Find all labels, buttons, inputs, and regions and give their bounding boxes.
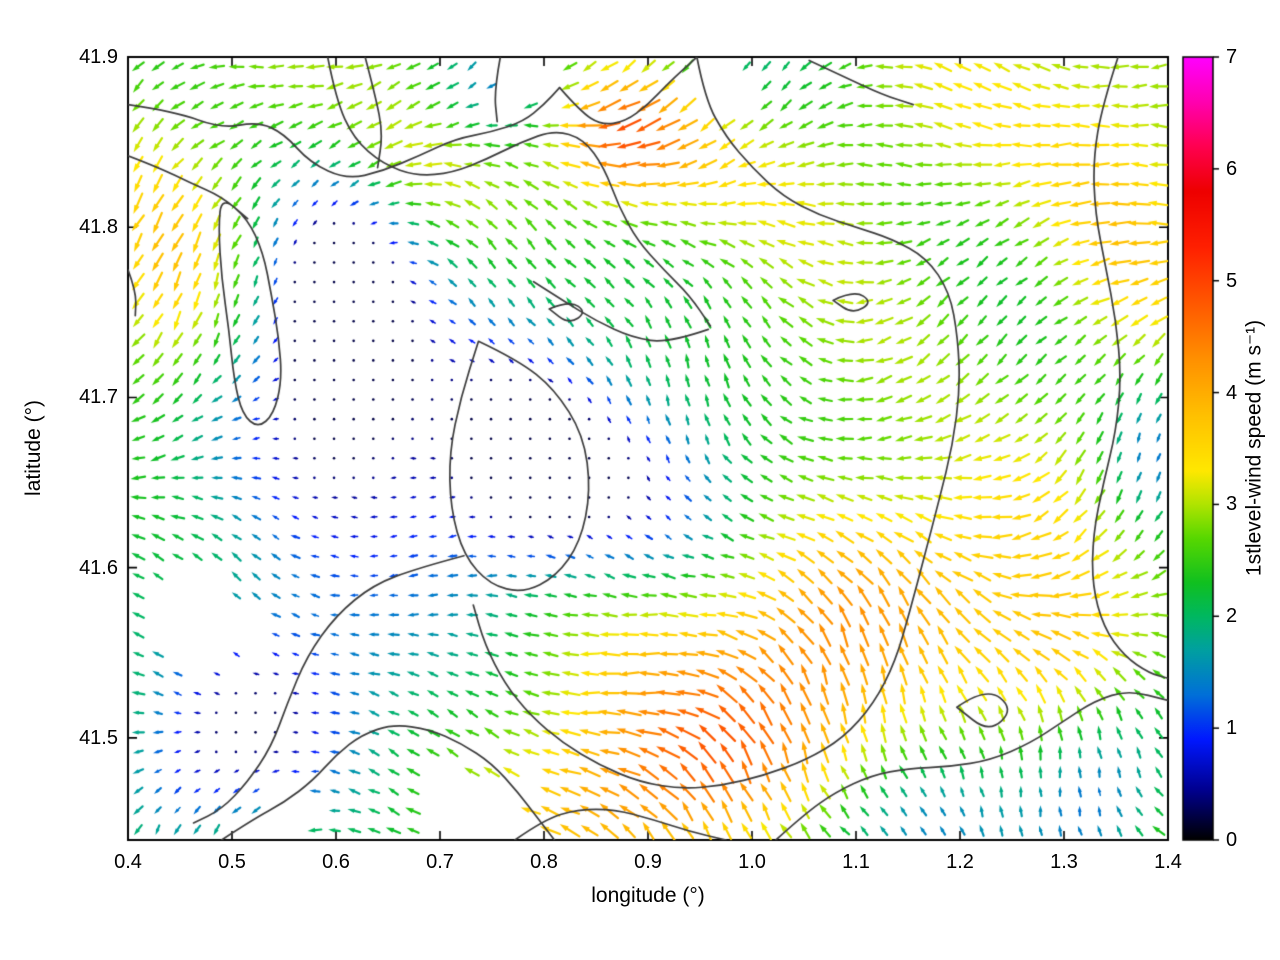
x-tick-label: 1.0 — [738, 851, 766, 873]
x-axis-label: longitude (°) — [591, 884, 705, 907]
y-tick-label: 41.5 — [79, 726, 118, 749]
x-tick-label: 0.5 — [218, 851, 246, 873]
x-tick-label: 0.7 — [426, 851, 454, 873]
x-tick-label: 1.3 — [1050, 851, 1078, 873]
x-tick-label: 1.2 — [946, 851, 974, 873]
colorbar-tick-label: 6 — [1226, 157, 1238, 180]
y-axis-label: latitude (°) — [22, 400, 45, 496]
x-tick-label: 0.4 — [114, 851, 142, 873]
colorbar-tick-label: 7 — [1226, 46, 1238, 68]
y-tick-label: 41.7 — [79, 386, 118, 409]
x-tick-label: 1.4 — [1154, 851, 1182, 873]
colorbar-tick-label: 0 — [1226, 829, 1238, 851]
x-tick-label: 0.9 — [634, 851, 662, 873]
colorbar-tick-label: 1 — [1226, 717, 1238, 740]
colorbar-tick-label: 2 — [1226, 605, 1238, 628]
y-tick-label: 41.6 — [79, 556, 118, 579]
y-tick-label: 41.9 — [79, 46, 118, 68]
y-tick-label: 41.8 — [79, 216, 118, 239]
x-tick-label: 1.1 — [842, 851, 870, 873]
x-tick-label: 0.8 — [530, 851, 558, 873]
colorbar-tick-label: 5 — [1226, 269, 1238, 292]
colorbar-label: 1stlevel-wind speed (m s⁻¹) — [1242, 319, 1266, 577]
x-tick-label: 0.6 — [322, 851, 350, 873]
colorbar-tick-label: 4 — [1226, 381, 1238, 404]
colorbar-tick-label: 3 — [1226, 493, 1238, 516]
